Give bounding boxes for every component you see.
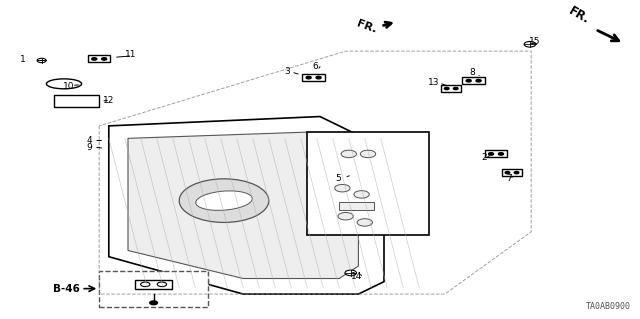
Text: 11: 11: [125, 50, 137, 59]
Bar: [441, 85, 461, 92]
Ellipse shape: [196, 191, 252, 210]
Text: 12: 12: [103, 96, 115, 106]
Text: B-46: B-46: [53, 284, 80, 293]
Bar: [99, 271, 208, 307]
Circle shape: [179, 179, 269, 222]
Text: 3: 3: [284, 68, 289, 77]
Circle shape: [338, 212, 353, 220]
Circle shape: [37, 58, 46, 63]
Text: 14: 14: [351, 272, 363, 281]
Bar: [484, 151, 508, 157]
Circle shape: [524, 41, 536, 47]
Polygon shape: [128, 132, 358, 278]
Bar: [88, 56, 111, 62]
Circle shape: [150, 301, 157, 305]
Circle shape: [345, 270, 356, 276]
Polygon shape: [307, 132, 429, 235]
Circle shape: [453, 87, 458, 90]
Circle shape: [499, 153, 504, 155]
Polygon shape: [109, 116, 384, 294]
Text: 2: 2: [481, 153, 486, 162]
Circle shape: [514, 172, 519, 174]
Circle shape: [444, 87, 449, 90]
Text: 7: 7: [506, 174, 511, 183]
Text: 1: 1: [20, 56, 26, 64]
Circle shape: [466, 79, 471, 82]
Text: 6: 6: [312, 62, 317, 70]
Text: 9: 9: [87, 143, 92, 152]
Bar: [462, 77, 485, 84]
Circle shape: [341, 150, 356, 158]
Bar: [135, 280, 172, 289]
Text: 5: 5: [335, 174, 340, 183]
Bar: [302, 74, 325, 81]
Text: 15: 15: [529, 37, 541, 46]
Text: TA0AB0900: TA0AB0900: [586, 302, 630, 311]
Bar: [339, 202, 374, 210]
Circle shape: [141, 282, 150, 286]
Circle shape: [335, 184, 350, 192]
Text: 8: 8: [470, 69, 475, 78]
Polygon shape: [54, 95, 99, 107]
Circle shape: [92, 58, 97, 60]
Circle shape: [354, 191, 369, 198]
Text: FR.: FR.: [566, 4, 592, 26]
Circle shape: [505, 172, 510, 174]
Text: 10: 10: [63, 82, 75, 91]
Circle shape: [360, 150, 376, 158]
Circle shape: [488, 153, 493, 155]
Circle shape: [157, 282, 166, 286]
Circle shape: [102, 58, 107, 60]
Text: 4: 4: [87, 136, 92, 145]
Text: 13: 13: [428, 78, 440, 87]
Circle shape: [357, 219, 372, 226]
Text: FR.: FR.: [355, 18, 378, 34]
Circle shape: [316, 76, 321, 79]
Circle shape: [476, 79, 481, 82]
Ellipse shape: [46, 79, 82, 89]
Circle shape: [306, 76, 311, 79]
Bar: [502, 169, 522, 176]
